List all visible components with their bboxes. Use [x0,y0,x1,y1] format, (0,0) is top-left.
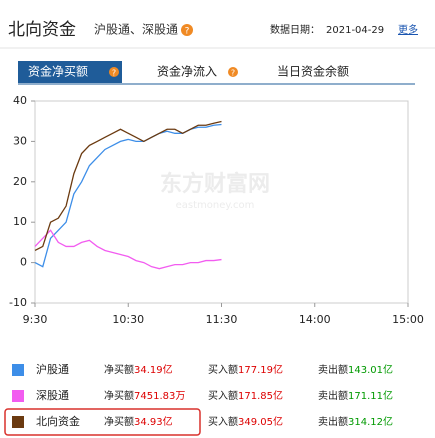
sell-label: 卖出额 [318,389,348,402]
watermark: 东方财富网 [160,171,270,197]
tab-label[interactable]: 资金净流入 [157,64,217,79]
help-icon[interactable] [181,24,193,36]
buy-value: 349.05亿 [238,415,283,428]
y-tick-label: 10 [13,215,27,228]
highlight-box [4,408,201,436]
buy-value: 177.19亿 [238,363,283,376]
legend-label: 北向资金 [36,414,80,428]
y-tick-label: 30 [13,134,27,147]
series-line [34,229,222,270]
y-tick-label: 40 [13,94,27,107]
y-tick-label: 0 [20,256,27,269]
net-value: 34.19亿 [134,363,173,376]
x-tick-label: 14:00 [299,313,331,326]
net-label: 净买额 [104,415,134,428]
buy-label: 买入额 [208,363,238,376]
buy-label: 买入额 [208,389,238,402]
sell-value: 314.12亿 [348,415,393,428]
y-tick-label: 20 [13,175,27,188]
x-tick-label: 15:00 [392,313,424,326]
series-line [34,120,222,252]
sell-label: 卖出额 [318,363,348,376]
x-tick-label: 11:30 [206,313,238,326]
net-value: 34.93亿 [134,415,173,428]
legend-swatch [12,364,24,376]
net-label: 净买额 [104,389,134,402]
help-mark[interactable]: ? [112,69,116,78]
y-tick-label: -10 [9,296,27,309]
help-icon[interactable] [228,67,238,77]
date-label: 数据日期： [270,23,320,36]
x-tick-label: 9:30 [23,313,48,326]
legend-swatch [12,390,24,402]
subtitle: 沪股通、深股通 [94,23,178,37]
legend-label: 深股通 [36,389,69,402]
buy-value: 171.85亿 [238,389,283,402]
more-link[interactable]: 更多 [398,23,418,36]
legend-label: 沪股通 [36,362,69,376]
active-tab[interactable] [18,61,122,83]
help-mark[interactable]: ? [185,27,190,37]
net-label: 净买额 [104,363,134,376]
title: 北向资金 [8,20,76,40]
help-mark[interactable]: ? [231,69,235,78]
watermark-site: eastmoney.com [176,200,255,211]
date: 2021-04-29 [326,25,384,36]
x-tick-label: 10:30 [112,313,144,326]
tab-label[interactable]: 当日资金余额 [277,64,349,79]
net-value: 7451.83万 [134,391,185,402]
legend-swatch [12,416,24,428]
sell-value: 143.01亿 [348,363,393,376]
sell-value: 171.11亿 [348,389,393,402]
tab-label[interactable]: 资金净买额 [28,64,88,79]
help-icon[interactable] [109,67,119,77]
sell-label: 卖出额 [318,415,348,428]
buy-label: 买入额 [208,415,238,428]
